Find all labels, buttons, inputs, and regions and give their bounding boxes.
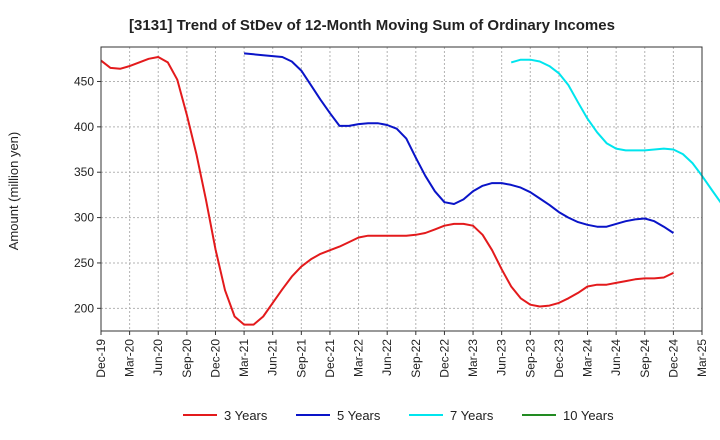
y-tick-label: 250: [74, 256, 94, 270]
y-tick-label: 300: [74, 211, 94, 225]
x-tick-label: Mar-23: [466, 339, 480, 377]
x-tick-label: Sep-22: [409, 339, 423, 378]
x-tick-label: Sep-23: [523, 339, 537, 378]
series-line-2: [244, 52, 674, 234]
x-tick-label: Sep-24: [638, 339, 652, 378]
plot-frame: [100, 46, 703, 332]
y-tick-label: 200: [74, 301, 94, 315]
chart-title: [3131] Trend of StDev of 12-Month Moving…: [129, 17, 615, 34]
x-tick-label: Mar-21: [237, 339, 251, 377]
x-tick-label: Dec-20: [208, 339, 222, 378]
y-tick-label: 400: [74, 120, 94, 134]
y-tick-label: 450: [74, 74, 94, 88]
x-tick-label: Dec-24: [666, 339, 680, 378]
x-tick-label: Sep-20: [180, 339, 194, 378]
x-axis-ticks: Dec-19 Mar-20 Jun-20 Sep-20 Dec-20 Mar-21 Jun-…: [94, 331, 709, 378]
x-tick-label: Mar-25: [695, 339, 709, 377]
x-tick-label: Jun-24: [609, 339, 623, 376]
x-tick-label: Dec-21: [323, 339, 337, 378]
x-tick-label: Jun-23: [495, 339, 509, 376]
x-tick-label: Jun-21: [266, 339, 280, 376]
x-tick-label: Mar-24: [581, 339, 595, 377]
legend: 3 Years 5 Years 7 Years 10 Years: [183, 408, 614, 423]
x-tick-label: Sep-21: [294, 339, 308, 378]
y-tick-label: 350: [74, 165, 94, 179]
x-tick-label: Jun-22: [380, 339, 394, 376]
series-lines: [100, 52, 720, 326]
y-axis-label: Amount (million yen): [6, 132, 21, 251]
grid-lines: [100, 47, 703, 331]
legend-label: 10 Years: [563, 408, 614, 423]
x-tick-label: Mar-20: [123, 339, 137, 377]
x-tick-label: Dec-23: [552, 339, 566, 378]
x-tick-label: Jun-20: [151, 339, 165, 376]
legend-label: 5 Years: [337, 408, 381, 423]
legend-label: 3 Years: [224, 408, 268, 423]
x-tick-label: Mar-22: [352, 339, 366, 377]
y-axis-ticks: 200 250 300 350 400 450: [74, 74, 101, 315]
x-tick-label: Dec-19: [94, 339, 108, 378]
series-line-3: [510, 58, 720, 204]
x-tick-label: Dec-22: [437, 339, 451, 378]
legend-label: 7 Years: [450, 408, 494, 423]
series-line-1: [100, 56, 674, 326]
